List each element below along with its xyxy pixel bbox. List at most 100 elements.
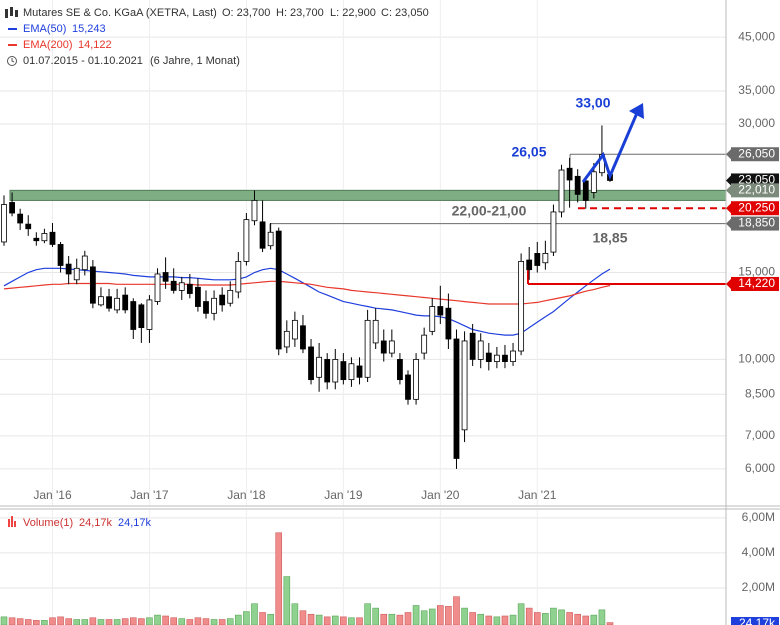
- candle-body: [413, 359, 419, 400]
- price-tag-label: 23,050: [738, 173, 775, 187]
- candle-body: [429, 306, 436, 332]
- volume-bar: [388, 613, 396, 625]
- volume-bar: [412, 605, 420, 625]
- candle-body: [41, 233, 48, 242]
- volume-bar: [315, 614, 323, 625]
- volume-bar: [380, 613, 388, 625]
- candle-body: [477, 340, 484, 360]
- price-tag-pointer: [726, 278, 731, 289]
- volume-name: Volume(1): [23, 517, 73, 529]
- annotation: 22,00-21,00: [452, 203, 527, 219]
- candle-body: [397, 359, 403, 381]
- candle-body: [122, 294, 129, 311]
- volume-bar: [146, 617, 153, 625]
- legend-name: EMA(50): [23, 23, 66, 35]
- candle-body: [308, 346, 314, 381]
- y-tick-label: 2,00M: [742, 580, 775, 594]
- candle-body: [243, 219, 250, 262]
- candle-body: [566, 167, 573, 181]
- candle-body: [510, 350, 516, 362]
- candle-body: [154, 273, 161, 302]
- volume-bar: [283, 576, 291, 625]
- volume-bar: [525, 607, 533, 625]
- candle-body: [49, 231, 56, 245]
- ema-line: [3, 267, 611, 336]
- candle-body: [235, 260, 242, 293]
- candle-body: [203, 301, 209, 314]
- volume-bar: [517, 603, 525, 625]
- volume-bar: [57, 616, 64, 625]
- volume-bar: [299, 610, 307, 625]
- volume-bar: [461, 607, 468, 625]
- price-tag: [731, 276, 779, 291]
- x-tick-label: Jan '20: [421, 488, 460, 502]
- icon: [8, 519, 10, 527]
- candle-body: [348, 363, 355, 381]
- volume-bar: [501, 615, 509, 625]
- candle-body: [469, 332, 476, 360]
- volume-bar: [533, 612, 541, 625]
- volume-value: 24,17k: [118, 517, 152, 529]
- volume-bar: [493, 616, 501, 625]
- volume-bar: [105, 619, 113, 625]
- y-tick-label: 15,000: [738, 265, 775, 279]
- clock-icon: [7, 56, 17, 66]
- y-tick-label: 45,000: [738, 29, 775, 43]
- candle-body: [114, 297, 121, 311]
- volume-bar: [251, 603, 258, 625]
- volume-bar: [121, 618, 129, 625]
- volume-bar: [582, 615, 590, 625]
- candle-body: [9, 202, 15, 214]
- duration: (6 Jahre, 1 Monat): [150, 55, 240, 67]
- volume-bar: [566, 612, 573, 625]
- candle-body: [219, 294, 226, 306]
- y-tick-label: 4,00M: [742, 545, 775, 559]
- candle-body: [453, 338, 460, 459]
- volume-bar: [453, 596, 460, 625]
- volume-bar: [226, 618, 234, 625]
- volume-bar: [97, 619, 105, 625]
- volume-bar: [356, 617, 363, 625]
- legend-name: EMA(200): [23, 39, 73, 51]
- price-tag-label: 14,220: [738, 276, 775, 290]
- volume-bar: [307, 613, 315, 625]
- candle-body: [25, 223, 32, 230]
- candle-body: [98, 296, 104, 306]
- icon: [10, 7, 13, 16]
- legend: Mutares SE & Co. KGaA (XETRA, Last) O: 2…: [5, 7, 429, 529]
- candle-body: [65, 263, 72, 275]
- candle-body: [372, 319, 379, 344]
- volume-bar: [138, 618, 145, 625]
- volume-bar: [154, 614, 161, 625]
- candle-body: [57, 244, 64, 266]
- volume-bar: [348, 617, 355, 625]
- volume-bar: [364, 603, 371, 625]
- candle-body: [138, 304, 145, 329]
- candle-body: [485, 352, 492, 362]
- y-tick-label: 35,000: [738, 83, 775, 97]
- volume-bar: [129, 617, 137, 625]
- x-tick-label: Jan '16: [33, 488, 72, 502]
- volume-bar: [404, 612, 412, 625]
- candle-body: [17, 213, 24, 224]
- volume-bar: [574, 613, 581, 625]
- y-tick-label: 10,000: [738, 352, 775, 366]
- ohlc-close: C: 23,050: [381, 7, 429, 19]
- volume-bar: [81, 619, 89, 625]
- volume-bar: [202, 618, 210, 625]
- candle-body: [388, 340, 395, 354]
- candle-body: [461, 340, 468, 431]
- icon: [15, 10, 18, 17]
- candle-body: [316, 356, 323, 378]
- volume-bar: [469, 612, 476, 625]
- volume-bar: [550, 607, 557, 625]
- volume-bar: [291, 603, 299, 625]
- volume-bar: [89, 617, 97, 625]
- price-tag: [731, 201, 779, 216]
- candle-body: [73, 267, 80, 281]
- icon: [14, 521, 16, 527]
- x-tick-label: Jan '17: [130, 488, 169, 502]
- volume-bar: [558, 609, 565, 625]
- target-arrow: [581, 103, 644, 183]
- volume-bar: [65, 618, 72, 625]
